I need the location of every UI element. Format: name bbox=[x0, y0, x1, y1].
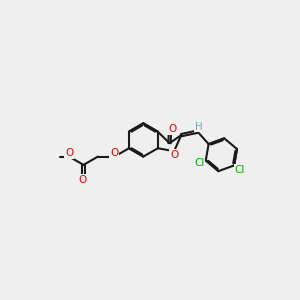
Text: O: O bbox=[170, 150, 178, 160]
Text: O: O bbox=[110, 148, 118, 158]
Text: O: O bbox=[78, 175, 86, 185]
Text: O: O bbox=[168, 124, 176, 134]
Text: Cl: Cl bbox=[194, 158, 204, 168]
Text: Cl: Cl bbox=[234, 165, 244, 175]
Text: H: H bbox=[195, 122, 203, 132]
Text: O: O bbox=[65, 148, 73, 158]
